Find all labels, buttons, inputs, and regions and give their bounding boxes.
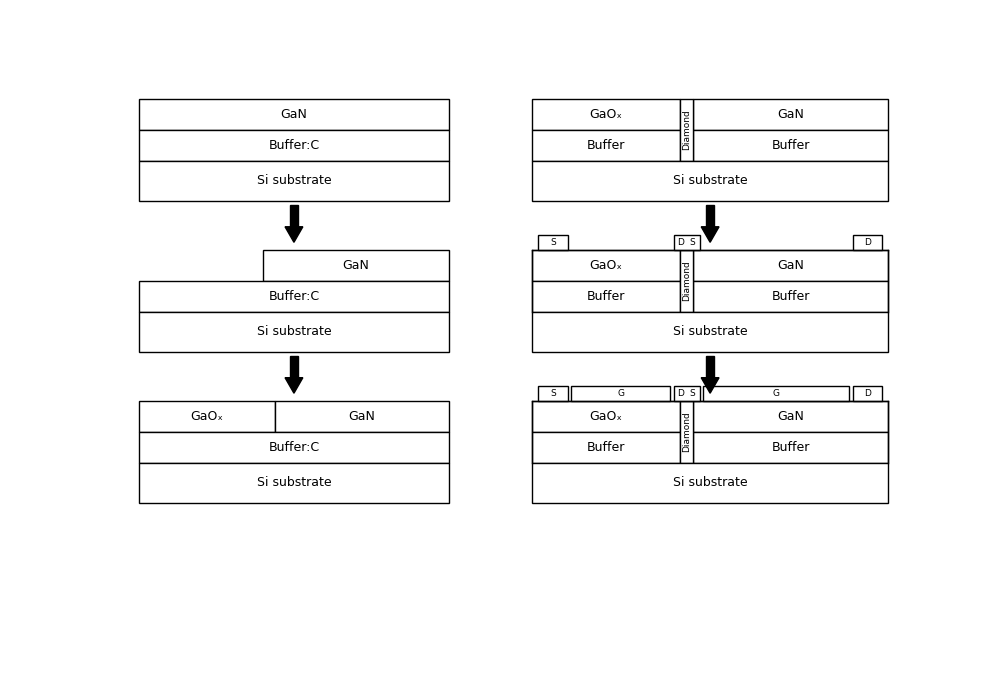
Bar (139, 432, 449, 462)
Bar (693, 99, 888, 130)
Polygon shape (701, 378, 719, 393)
Polygon shape (706, 356, 714, 378)
Text: G: G (773, 388, 780, 398)
Text: Buffer: Buffer (587, 139, 625, 152)
Text: Diamond: Diamond (682, 260, 691, 301)
Polygon shape (290, 205, 298, 226)
Bar (532, 462, 888, 502)
Text: GaN: GaN (349, 410, 376, 423)
Bar (139, 161, 449, 201)
Polygon shape (706, 205, 714, 226)
Bar (693, 130, 888, 161)
Text: S: S (690, 238, 695, 247)
Bar (275, 401, 449, 432)
Bar (139, 130, 449, 161)
Text: Buffer: Buffer (587, 441, 625, 454)
Bar (674, 235, 700, 250)
Bar (263, 250, 449, 281)
Text: GaOₓ: GaOₓ (589, 410, 622, 423)
Text: S: S (550, 238, 556, 247)
Text: Buffer: Buffer (587, 290, 625, 302)
Bar (703, 386, 849, 401)
Bar (532, 130, 680, 161)
Text: Buffer:C: Buffer:C (268, 139, 320, 152)
Text: Buffer:C: Buffer:C (268, 290, 320, 302)
Text: Si substrate: Si substrate (673, 476, 747, 489)
Bar (532, 161, 888, 201)
Text: S: S (690, 388, 695, 398)
Text: GaN: GaN (777, 259, 804, 272)
Text: GaN: GaN (281, 108, 307, 121)
Text: GaOₓ: GaOₓ (589, 259, 622, 272)
Polygon shape (285, 378, 303, 393)
Polygon shape (701, 226, 719, 242)
Text: GaOₓ: GaOₓ (589, 108, 622, 121)
Bar (853, 235, 882, 250)
Bar (693, 281, 888, 312)
Bar (693, 401, 888, 432)
Text: GaN: GaN (777, 410, 804, 423)
Bar (532, 281, 680, 312)
Text: GaN: GaN (777, 108, 804, 121)
Bar (532, 401, 680, 432)
Text: D: D (864, 388, 871, 398)
Text: S: S (550, 388, 556, 398)
Bar (139, 401, 275, 432)
Bar (139, 312, 449, 352)
Polygon shape (290, 356, 298, 378)
Text: Si substrate: Si substrate (257, 476, 331, 489)
Bar (680, 99, 693, 161)
Bar (139, 281, 449, 312)
Bar (139, 99, 449, 130)
Bar (680, 250, 693, 312)
Bar (139, 462, 449, 502)
Text: Diamond: Diamond (682, 412, 691, 452)
Bar (538, 386, 568, 401)
Bar (538, 235, 568, 250)
Text: GaN: GaN (343, 259, 369, 272)
Text: Si substrate: Si substrate (673, 174, 747, 187)
Bar (853, 386, 882, 401)
Text: Si substrate: Si substrate (257, 174, 331, 187)
Bar (693, 250, 888, 281)
Text: D: D (864, 238, 871, 247)
Text: Si substrate: Si substrate (673, 325, 747, 338)
Text: Diamond: Diamond (682, 109, 691, 151)
Bar (674, 386, 700, 401)
Text: Buffer: Buffer (772, 441, 810, 454)
Text: GaOₓ: GaOₓ (191, 410, 224, 423)
Bar (680, 401, 693, 462)
Polygon shape (285, 226, 303, 242)
Text: D: D (677, 238, 684, 247)
Bar (571, 386, 670, 401)
Bar (693, 432, 888, 462)
Text: Si substrate: Si substrate (257, 325, 331, 338)
Text: Buffer:C: Buffer:C (268, 441, 320, 454)
Bar (532, 432, 680, 462)
Bar (532, 312, 888, 352)
Text: D: D (677, 388, 684, 398)
Text: Buffer: Buffer (772, 139, 810, 152)
Bar (532, 250, 680, 281)
Bar (532, 99, 680, 130)
Text: Buffer: Buffer (772, 290, 810, 302)
Text: G: G (617, 388, 624, 398)
